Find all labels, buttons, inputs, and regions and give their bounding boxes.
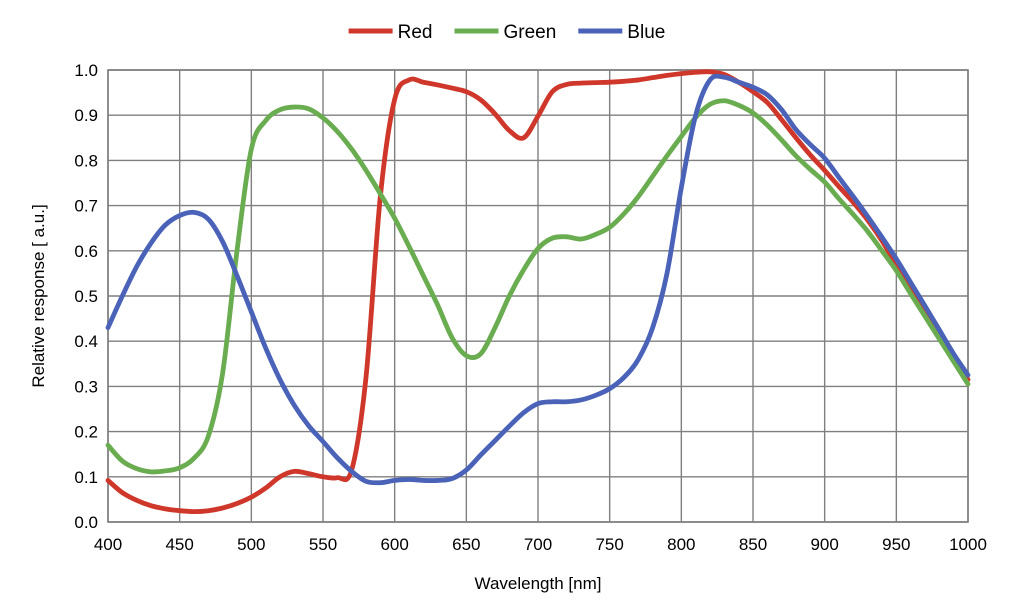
x-tick-label: 700 <box>524 535 552 554</box>
green-series-line <box>105 98 971 475</box>
y-tick-label: 0.3 <box>74 377 98 396</box>
y-tick-label: 0.5 <box>74 287 98 306</box>
x-tick-label: 900 <box>810 535 838 554</box>
x-tick-label: 750 <box>595 535 623 554</box>
y-axis-tick-labels: 0.0 0.1 0.2 0.3 0.4 0.5 0.6 0.7 0.8 0.9 1.0 <box>74 61 98 532</box>
x-tick-label: 800 <box>667 535 695 554</box>
series-lines <box>105 69 971 514</box>
x-tick-label: 400 <box>94 535 122 554</box>
y-tick-label: 0.4 <box>74 332 98 351</box>
blue-series-line <box>105 73 971 486</box>
x-axis-title: Wavelength [nm] <box>475 574 602 593</box>
legend: Red Green Blue <box>348 22 665 43</box>
y-tick-label: 0.7 <box>74 197 98 216</box>
legend-item-red: Red <box>348 22 433 43</box>
x-tick-label: 500 <box>237 535 265 554</box>
y-tick-label: 1.0 <box>74 61 98 80</box>
x-tick-label: 450 <box>165 535 193 554</box>
y-tick-label: 0.6 <box>74 242 98 261</box>
y-tick-label: 0.1 <box>74 468 98 487</box>
blue-legend-label: Blue <box>627 22 665 43</box>
green-legend-label: Green <box>504 22 557 43</box>
gridlines <box>107 69 969 523</box>
y-tick-label: 0.2 <box>74 423 98 442</box>
legend-item-green: Green <box>454 22 557 43</box>
y-axis-title: Relative response [ a.u.] <box>29 204 48 387</box>
red-legend-label: Red <box>398 22 433 43</box>
y-tick-label: 0.9 <box>74 106 98 125</box>
x-tick-label: 550 <box>309 535 337 554</box>
plot-border <box>107 69 969 523</box>
legend-item-blue: Blue <box>578 22 665 43</box>
x-tick-label: 600 <box>380 535 408 554</box>
red-series-line <box>105 69 971 514</box>
y-tick-label: 0.0 <box>74 513 98 532</box>
x-tick-label: 850 <box>739 535 767 554</box>
y-tick-label: 0.8 <box>74 151 98 170</box>
x-tick-label: 650 <box>452 535 480 554</box>
x-axis-tick-labels: 400 450 500 550 600 650 700 750 800 850 900 950 1000 <box>94 535 987 554</box>
x-tick-label: 1000 <box>949 535 987 554</box>
x-tick-label: 950 <box>882 535 910 554</box>
